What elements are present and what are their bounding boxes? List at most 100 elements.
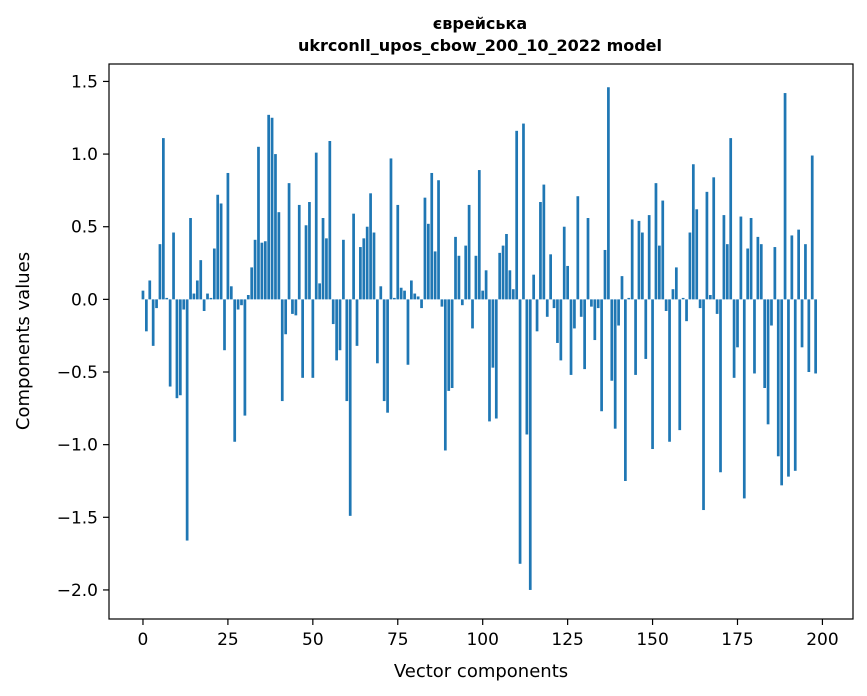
bar-65 — [362, 238, 366, 300]
bar-181 — [756, 236, 760, 300]
bar-155 — [668, 299, 671, 442]
bar-140 — [617, 299, 620, 326]
bar-32 — [250, 267, 254, 300]
bars-group — [141, 87, 817, 590]
bar-7 — [165, 297, 169, 300]
bar-12 — [182, 299, 186, 310]
bar-101 — [484, 270, 488, 300]
bar-166 — [705, 191, 709, 300]
bar-186 — [773, 247, 777, 300]
bar-90 — [447, 299, 451, 391]
bar-175 — [736, 299, 739, 348]
bar-49 — [308, 202, 311, 300]
bar-5 — [158, 244, 162, 300]
bar-148 — [644, 299, 648, 359]
bar-85 — [430, 172, 434, 300]
bar-14 — [189, 218, 192, 300]
bar-57 — [335, 299, 338, 361]
bar-145 — [634, 299, 637, 375]
bar-185 — [770, 299, 773, 326]
bar-198 — [814, 299, 817, 374]
bar-134 — [596, 299, 600, 309]
y-tick-label: 0.5 — [71, 218, 98, 238]
bar-152 — [658, 245, 661, 300]
bar-154 — [664, 299, 668, 311]
x-tick-label: 175 — [721, 630, 753, 650]
bar-20 — [209, 297, 213, 300]
x-tick-label: 150 — [636, 630, 668, 650]
bar-188 — [780, 299, 784, 486]
bar-112 — [522, 123, 525, 300]
bar-79 — [410, 280, 413, 300]
bar-40 — [277, 212, 281, 300]
y-tick-label: −0.5 — [57, 363, 98, 383]
bar-15 — [192, 293, 196, 300]
bar-8 — [168, 299, 172, 387]
bar-66 — [365, 226, 369, 300]
bar-52 — [318, 283, 321, 300]
bar-81 — [416, 296, 420, 300]
x-tick-label: 125 — [551, 630, 583, 650]
bar-89 — [443, 299, 447, 451]
bar-28 — [236, 299, 240, 310]
x-tick-label: 50 — [302, 630, 324, 650]
bar-117 — [539, 202, 542, 300]
bar-11 — [178, 299, 182, 396]
bar-103 — [491, 299, 495, 368]
bar-116 — [535, 299, 539, 332]
bar-69 — [376, 299, 379, 364]
bar-74 — [393, 297, 396, 300]
bar-195 — [804, 244, 807, 300]
bar-88 — [440, 299, 444, 307]
bar-121 — [552, 299, 556, 309]
bar-93 — [457, 255, 461, 300]
bar-113 — [525, 299, 529, 435]
bar-73 — [389, 158, 393, 300]
bar-124 — [562, 226, 566, 300]
bar-149 — [647, 215, 651, 300]
bar-34 — [257, 146, 260, 300]
bar-38 — [270, 117, 274, 300]
bar-19 — [206, 293, 209, 300]
bar-136 — [603, 249, 607, 300]
bar-56 — [331, 299, 335, 325]
bar-172 — [725, 244, 729, 300]
bar-51 — [314, 152, 318, 300]
bar-83 — [423, 197, 427, 300]
bar-192 — [793, 299, 797, 471]
y-tick-label: 1.5 — [71, 72, 98, 92]
bar-37 — [267, 114, 271, 300]
bar-76 — [399, 287, 403, 300]
bar-105 — [498, 252, 502, 300]
bar-107 — [505, 233, 508, 300]
bar-78 — [406, 299, 410, 365]
bar-86 — [433, 251, 437, 300]
bar-167 — [708, 295, 712, 300]
bar-130 — [583, 299, 586, 370]
bar-161 — [688, 232, 692, 300]
bar-35 — [260, 242, 264, 300]
x-tick-label: 0 — [138, 630, 149, 650]
bar-178 — [746, 248, 750, 300]
bar-179 — [749, 218, 753, 300]
y-axis-label: Components values — [13, 252, 34, 430]
bar-109 — [511, 289, 515, 300]
bar-39 — [274, 154, 277, 300]
bar-147 — [641, 232, 644, 300]
bar-168 — [712, 177, 716, 300]
bar-164 — [698, 299, 702, 309]
bar-176 — [739, 216, 743, 300]
bar-63 — [355, 299, 359, 346]
bar-41 — [280, 299, 284, 402]
bar-174 — [732, 299, 736, 378]
bar-126 — [569, 299, 573, 375]
bar-58 — [338, 299, 342, 351]
bar-72 — [386, 299, 389, 413]
y-tick-label: 0.0 — [71, 290, 98, 310]
bar-193 — [797, 229, 800, 300]
bar-30 — [243, 299, 247, 416]
bar-183 — [763, 299, 767, 388]
y-tick-label: 1.0 — [71, 145, 98, 165]
bar-100 — [481, 290, 485, 300]
